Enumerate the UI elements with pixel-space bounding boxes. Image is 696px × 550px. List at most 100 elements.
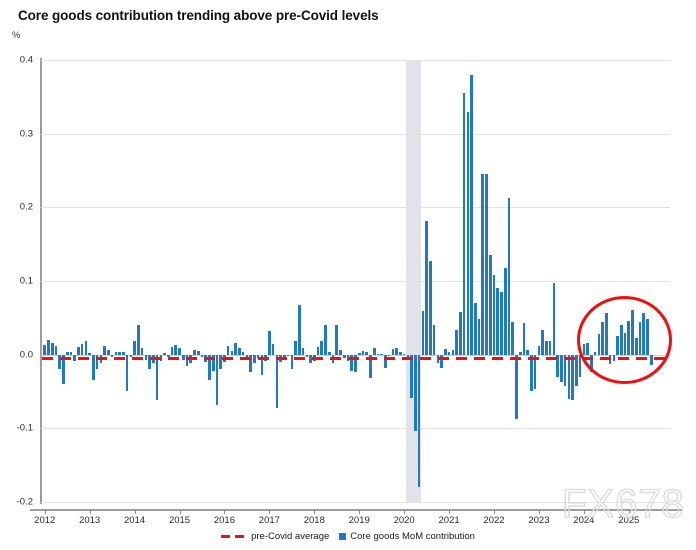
bar bbox=[275, 354, 279, 408]
bar bbox=[249, 354, 252, 373]
x-axis-tick-mark bbox=[134, 510, 136, 514]
bar bbox=[361, 350, 365, 355]
x-axis-tick-label: 2014 bbox=[124, 515, 146, 526]
precovid-average-dash bbox=[312, 357, 323, 361]
bar bbox=[440, 354, 443, 368]
bar bbox=[384, 354, 387, 368]
bar bbox=[268, 331, 271, 355]
bar bbox=[241, 352, 245, 355]
gridline bbox=[41, 60, 670, 61]
x-axis-tick-label: 2015 bbox=[168, 515, 191, 526]
bar bbox=[137, 325, 140, 355]
bar bbox=[459, 311, 462, 355]
bar bbox=[196, 350, 200, 355]
x-axis-tick-label: 2021 bbox=[438, 515, 460, 526]
bar bbox=[432, 325, 436, 355]
bar bbox=[208, 354, 211, 381]
y-axis-tick-label: 0.3 bbox=[19, 128, 33, 140]
x-axis-tick-mark bbox=[269, 510, 271, 514]
x-axis-tick-mark bbox=[314, 510, 316, 514]
bar bbox=[148, 354, 151, 370]
bar bbox=[436, 354, 440, 364]
bar bbox=[563, 354, 567, 386]
precovid-average-dash bbox=[96, 357, 107, 361]
bar bbox=[170, 347, 174, 355]
bar bbox=[503, 267, 507, 355]
bar bbox=[133, 340, 136, 355]
precovid-average-dash bbox=[60, 357, 71, 361]
precovid-average-dash bbox=[492, 357, 503, 361]
dashed-line-icon bbox=[221, 535, 248, 538]
bar bbox=[166, 354, 170, 357]
chart-legend: pre-Covid average Core goods MoM contrib… bbox=[0, 531, 696, 542]
x-axis-tick-mark bbox=[494, 510, 495, 514]
bar bbox=[200, 354, 204, 357]
bar bbox=[492, 275, 496, 355]
x-axis-tick-label: 2013 bbox=[79, 515, 101, 526]
bar bbox=[54, 345, 58, 355]
x-axis-tick-label: 2012 bbox=[34, 515, 56, 526]
bar bbox=[122, 351, 125, 355]
bar bbox=[181, 354, 185, 360]
bar bbox=[537, 345, 541, 355]
y-axis-tick-label: 0.0 bbox=[19, 349, 33, 361]
bar bbox=[256, 354, 260, 359]
bar bbox=[522, 322, 526, 355]
precovid-average-dash bbox=[168, 357, 179, 361]
bar bbox=[530, 354, 533, 392]
bar bbox=[245, 354, 249, 360]
bar bbox=[410, 354, 413, 399]
bar bbox=[238, 348, 241, 355]
bar bbox=[365, 351, 368, 355]
bar bbox=[118, 351, 121, 355]
bar bbox=[69, 351, 73, 355]
precovid-average-dash bbox=[438, 357, 449, 361]
bar bbox=[399, 352, 402, 355]
precovid-average-dash bbox=[456, 357, 467, 361]
bar bbox=[350, 354, 354, 371]
bar bbox=[500, 292, 503, 355]
legend-item-core-goods: Core goods MoM contribution bbox=[339, 531, 475, 542]
y-axis-tick-label: -0.1 bbox=[16, 422, 33, 434]
x-axis-tick-mark bbox=[404, 510, 406, 514]
precovid-average-dash bbox=[132, 357, 143, 361]
precovid-average-dash bbox=[402, 357, 413, 361]
bar bbox=[286, 354, 290, 357]
precovid-average-dash bbox=[258, 357, 269, 361]
x-axis-tick-label: 2022 bbox=[483, 515, 505, 526]
bar bbox=[103, 345, 106, 355]
bar bbox=[309, 354, 312, 363]
bar bbox=[110, 354, 114, 357]
bar bbox=[451, 350, 455, 355]
x-axis-tick-mark bbox=[449, 510, 451, 514]
bar bbox=[571, 354, 574, 401]
x-axis-tick-mark bbox=[538, 510, 540, 514]
bar bbox=[305, 354, 309, 357]
bar bbox=[129, 354, 133, 357]
bar bbox=[219, 354, 222, 369]
bar bbox=[466, 111, 470, 355]
legend-label: pre-Covid average bbox=[251, 531, 330, 542]
bar bbox=[185, 354, 189, 367]
precovid-average-dash bbox=[330, 357, 341, 361]
precovid-average-dash bbox=[366, 357, 377, 361]
bar bbox=[327, 351, 331, 355]
precovid-average-dash bbox=[240, 357, 251, 361]
x-axis-tick-mark bbox=[224, 510, 226, 514]
bar bbox=[271, 343, 275, 355]
bar bbox=[395, 348, 398, 355]
legend-label: Core goods MoM contribution bbox=[350, 531, 475, 542]
bar bbox=[515, 354, 518, 420]
bar bbox=[226, 345, 230, 355]
bar bbox=[575, 354, 578, 386]
bar bbox=[444, 348, 447, 355]
plot-area bbox=[41, 60, 672, 503]
bar bbox=[178, 348, 181, 355]
bar bbox=[518, 351, 522, 355]
bar bbox=[578, 354, 582, 377]
y-axis-tick-label: 0.4 bbox=[19, 54, 33, 66]
bar bbox=[193, 350, 196, 355]
bar bbox=[320, 341, 324, 355]
precovid-average-dash bbox=[78, 357, 89, 361]
